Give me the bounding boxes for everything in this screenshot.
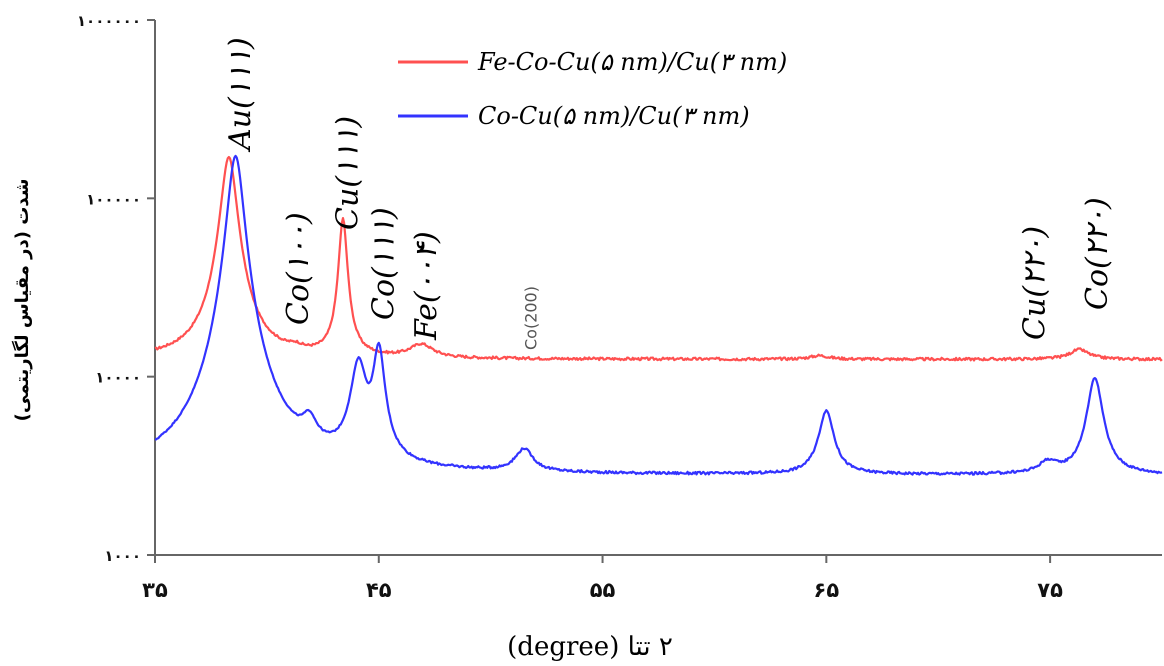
chart-series-layer	[154, 154, 1163, 476]
series-line-2	[154, 154, 1163, 476]
peak-label: Cu(۲۲۰)	[1017, 226, 1052, 340]
y-tick-label: ۱۰۰۰۰۰۰	[77, 12, 141, 30]
y-tick-label: ۱۰۰۰۰۰	[86, 190, 141, 208]
chart-annotations: Au(۱۱۱) Co(۱۰۰) Cu(۱۱۱)Co(۱۱۱) Fe(۰۰۴) Co(20…	[223, 37, 1115, 350]
peak-label: Au(۱۱۱)	[223, 37, 258, 153]
y-axis-label: شدت (در مقیاس لگاریتمی)	[11, 179, 33, 422]
x-tick-label: ۶۵	[814, 578, 840, 602]
legend-label-1: Fe-Co-Cu(۵ nm)/Cu(۳ nm)	[477, 48, 787, 76]
legend-label-2: Co-Cu(۵ nm)/Cu(۳ nm)	[478, 102, 750, 130]
x-tick-label: ۵۵	[590, 578, 616, 602]
peak-label: Co(۱۰۰)	[281, 212, 316, 325]
x-tick-label: ۷۵	[1037, 578, 1063, 602]
chart-legend: Fe-Co-Cu(۵ nm)/Cu(۳ nm) Co-Cu(۵ nm)/Cu(۳ …	[398, 48, 787, 130]
peak-label: Fe(۰۰۴)	[409, 231, 444, 341]
chart-axes: ۱۰۰۰ ۱۰۰۰۰ ۱۰۰۰۰۰ ۱۰۰۰۰۰۰ ۳۵ ۴۵ ۵۵ ۶۵ ۷۵	[77, 12, 1162, 602]
x-axis-label: ۲ تتا (degree)	[507, 632, 673, 662]
peak-label: Co(۲۲۰)	[1080, 197, 1115, 310]
series-line-1	[154, 155, 1163, 362]
x-tick-label: ۳۵	[142, 578, 168, 602]
x-tick-label: ۴۵	[366, 578, 392, 602]
y-tick-label: ۱۰۰۰۰	[95, 369, 141, 387]
y-tick-label: ۱۰۰۰	[104, 547, 141, 565]
peak-label: Co(200)	[522, 286, 541, 350]
peak-label: Cu(۱۱۱)	[330, 116, 365, 230]
peak-label: Co(۱۱۱)	[366, 207, 401, 320]
